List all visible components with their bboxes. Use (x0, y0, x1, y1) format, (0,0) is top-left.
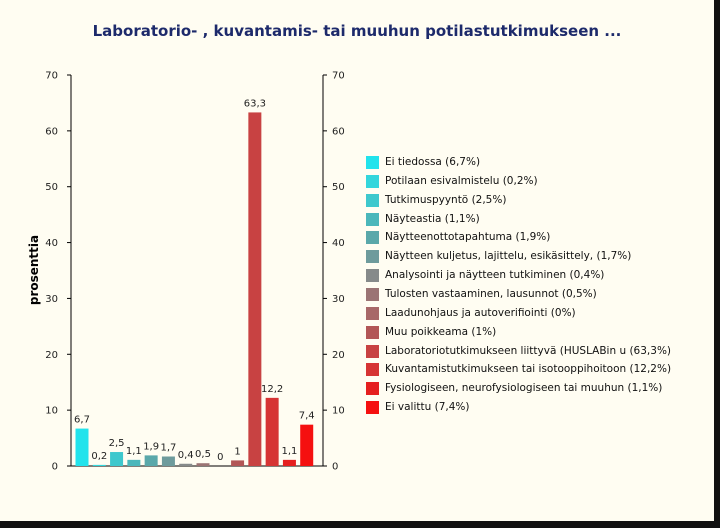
y-tick-label-right: 10 (332, 406, 345, 417)
y-tick-label-right: 50 (332, 182, 345, 193)
legend-swatch (366, 250, 379, 264)
legend-label: Ei tiedossa (6,7%) (385, 156, 481, 168)
bar (92, 464, 106, 466)
data-label: 0 (217, 452, 223, 463)
y-tick-label-left: 0 (52, 462, 58, 473)
legend-swatch (366, 287, 379, 301)
legend-label: Tulosten vastaaminen, lausunnot (0,5%) (385, 287, 597, 300)
y-tick-label-right: 20 (332, 350, 345, 361)
data-label: 2,5 (109, 438, 125, 449)
legend-swatch (366, 363, 379, 377)
legend-swatch (366, 344, 379, 358)
data-label: 0,4 (178, 450, 194, 461)
legend-swatch (366, 193, 379, 207)
y-tick-label-left: 20 (45, 350, 58, 361)
bar (231, 460, 245, 466)
data-label: 1,1 (126, 446, 142, 457)
data-label: 1,9 (143, 441, 159, 452)
legend-swatch (366, 401, 379, 415)
bar (265, 397, 279, 466)
legend-swatch (366, 325, 379, 339)
bar (300, 424, 314, 466)
legend-label: Ei valittu (7,4%) (385, 401, 470, 414)
legend-swatch (366, 382, 379, 396)
legend-swatch (366, 306, 379, 320)
bar (282, 459, 296, 466)
y-tick-label-right: 60 (332, 126, 345, 137)
legend-label: Laboratoriotutkimukseen liittyvä (HUSLAB… (385, 344, 672, 357)
legend-label: Näyteastia (1,1%) (385, 212, 480, 225)
legend-label: Näytteenottotapahtuma (1,9%) (385, 231, 551, 244)
y-tick-label-left: 10 (45, 406, 58, 417)
legend-swatch (366, 174, 379, 188)
y-axis-label: prosenttia (27, 235, 41, 305)
y-tick-label-left: 40 (45, 238, 58, 249)
legend-label: Muu poikkeama (1%) (385, 325, 497, 338)
bar (75, 428, 89, 466)
data-label: 7,4 (299, 411, 315, 422)
y-tick-label-left: 50 (45, 182, 58, 193)
bar (179, 463, 193, 466)
legend-swatch (366, 269, 379, 283)
bar (248, 112, 262, 466)
y-tick-label-right: 70 (332, 71, 345, 82)
chart-title: Laboratorio- , kuvantamis- tai muuhun po… (92, 22, 622, 40)
legend-label: Analysointi ja näytteen tutkiminen (0,4%… (385, 269, 605, 282)
bar (161, 456, 175, 466)
data-label: 0,5 (195, 449, 211, 460)
legend-label: Laadunohjaus ja autoverifiointi (0%) (385, 306, 576, 319)
legend-label: Kuvantamistutkimukseen tai isotooppihoit… (385, 363, 672, 376)
data-label: 1,1 (281, 446, 297, 457)
data-label: 1 (234, 446, 240, 457)
bar (144, 455, 158, 466)
y-tick-label-left: 60 (45, 126, 58, 137)
bar (110, 452, 124, 466)
data-label: 0,2 (91, 451, 107, 462)
data-label: 1,7 (160, 443, 176, 454)
legend-label: Potilaan esivalmistelu (0,2%) (385, 174, 538, 187)
legend-swatch (366, 156, 379, 169)
y-tick-label-right: 0 (332, 462, 338, 473)
data-label: 12,2 (261, 384, 283, 395)
y-tick-label-right: 30 (332, 294, 345, 305)
y-tick-label-left: 70 (45, 71, 58, 82)
legend-swatch (366, 231, 379, 245)
legend-label: Fysiologiseen, neurofysiologiseen tai mu… (385, 382, 663, 395)
legend-swatch (366, 212, 379, 226)
data-label: 63,3 (244, 98, 266, 109)
y-tick-label-left: 30 (45, 294, 58, 305)
legend-label: Näytteen kuljetus, lajittelu, esikäsitte… (385, 250, 632, 263)
bar (127, 459, 141, 466)
y-tick-label-right: 40 (332, 238, 345, 249)
legend-label: Tutkimuspyyntö (2,5%) (385, 193, 507, 206)
bar (196, 463, 210, 466)
data-label: 6,7 (74, 415, 90, 426)
